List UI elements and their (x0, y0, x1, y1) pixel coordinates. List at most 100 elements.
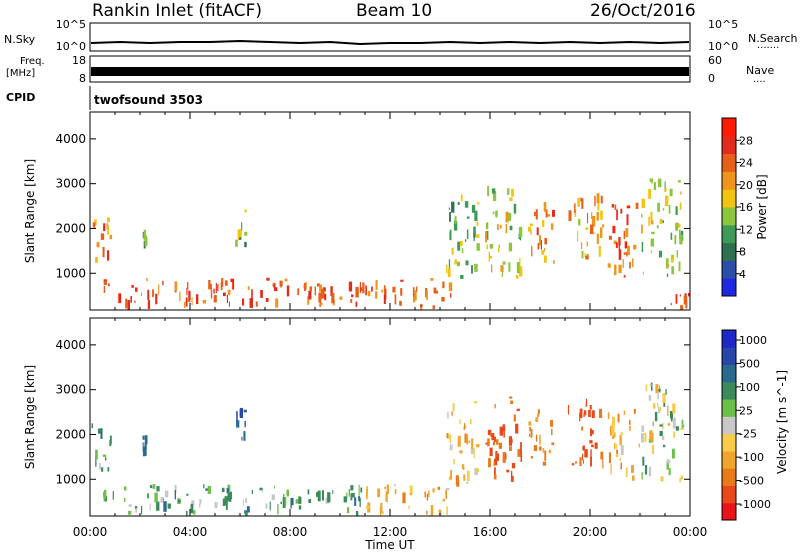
echo-cell (210, 289, 213, 299)
echo-region (607, 408, 640, 481)
echo-cell (659, 424, 663, 427)
echo-cell (162, 280, 164, 286)
echo-cell (545, 209, 548, 218)
echo-cell (155, 293, 158, 305)
echo-cell (460, 194, 463, 202)
echo-cell (623, 230, 626, 240)
echo-cell (667, 423, 671, 426)
echo-region (91, 423, 112, 472)
velocity-colorbar-label: Velocity [m s^-1] (775, 370, 789, 474)
power-colorbar-swatch (722, 260, 736, 279)
echo-cell (92, 222, 96, 228)
echo-cell (226, 488, 229, 494)
echo-cell (681, 419, 684, 430)
echo-cell (191, 297, 193, 306)
echo-cell (624, 241, 628, 249)
echo-cell (672, 403, 676, 414)
echo-cell (473, 233, 475, 242)
echo-cell (590, 449, 592, 459)
nsky-panel-frame (89, 22, 691, 52)
echo-cell (416, 286, 418, 292)
echo-cell (449, 444, 453, 451)
echo-cell (550, 420, 553, 427)
echo-cell (203, 484, 205, 489)
power-colorbar-tick-label: 28 (739, 134, 753, 147)
echo-cell (345, 496, 347, 503)
echo-cell (229, 491, 232, 500)
echo-cell (675, 294, 678, 304)
echo-cell (670, 417, 673, 422)
echo-cell (461, 464, 465, 469)
echo-cell (245, 511, 248, 516)
echo-cell (101, 467, 104, 472)
echo-cell (366, 505, 370, 509)
echo-cell (383, 285, 386, 296)
velocity-echo-marks (91, 382, 685, 516)
echo-cell (319, 297, 321, 308)
echo-cell (223, 292, 226, 297)
echo-cell (675, 206, 678, 215)
echo-cell (537, 413, 540, 417)
echo-cell (210, 283, 212, 290)
echo-cell (502, 261, 506, 265)
echo-cell (580, 197, 582, 202)
power-colorbar-swatch (722, 242, 736, 261)
echo-cell (629, 425, 631, 431)
echo-cell (657, 392, 659, 400)
echo-cell (680, 305, 684, 310)
date-title: 26/Oct/2016 (590, 1, 696, 21)
echo-cell (529, 426, 532, 432)
echo-cell (667, 405, 669, 416)
echo-cell (128, 504, 132, 507)
echo-cell (495, 210, 498, 217)
echo-cell (255, 301, 258, 307)
echo-cell (308, 291, 312, 300)
echo-cell (476, 444, 480, 448)
echo-cell (447, 411, 449, 419)
echo-cell (670, 232, 673, 240)
velocity-colorbar-ticks: 1000 500 100 25 -25 -100 -500 -1000 (736, 334, 771, 511)
echo-cell (591, 212, 593, 219)
echo-cell (118, 293, 122, 304)
echo-cell (455, 475, 459, 485)
echo-cell (641, 433, 644, 443)
echo-cell (290, 497, 292, 509)
velocity-colorbar-tick-label: 25 (739, 404, 753, 417)
echo-cell (514, 211, 516, 214)
echo-cell (583, 410, 587, 416)
echo-cell (330, 286, 333, 296)
echo-cell (668, 205, 671, 214)
echo-cell (590, 428, 593, 437)
echo-cell (385, 491, 388, 502)
echo-cell (189, 300, 191, 303)
echo-cell (400, 279, 404, 282)
echo-cell (213, 295, 217, 303)
echo-cell (130, 296, 132, 303)
echo-cell (244, 241, 247, 248)
echo-cell (140, 292, 142, 296)
echo-cell (95, 257, 98, 263)
echo-cell (246, 506, 250, 513)
echo-cell (457, 435, 461, 447)
echo-cell (618, 237, 621, 246)
echo-cell (551, 442, 555, 446)
echo-cell (655, 384, 659, 394)
echo-cell (167, 503, 171, 509)
echo-cell (567, 405, 570, 415)
echo-cell (631, 465, 634, 473)
echo-cell (679, 294, 681, 297)
echo-cell (459, 419, 461, 425)
echo-cell (207, 485, 211, 494)
echo-cell (284, 497, 287, 506)
echo-cell (632, 258, 634, 267)
echo-cell (224, 496, 228, 506)
echo-cell (105, 457, 107, 461)
echo-cell (474, 401, 478, 404)
echo-cell (424, 491, 426, 498)
echo-cell (505, 211, 509, 223)
echo-cell (322, 490, 324, 501)
echo-cell (144, 435, 148, 445)
echo-cell (448, 282, 453, 292)
echo-cell (579, 412, 581, 422)
echo-cell (552, 209, 555, 217)
